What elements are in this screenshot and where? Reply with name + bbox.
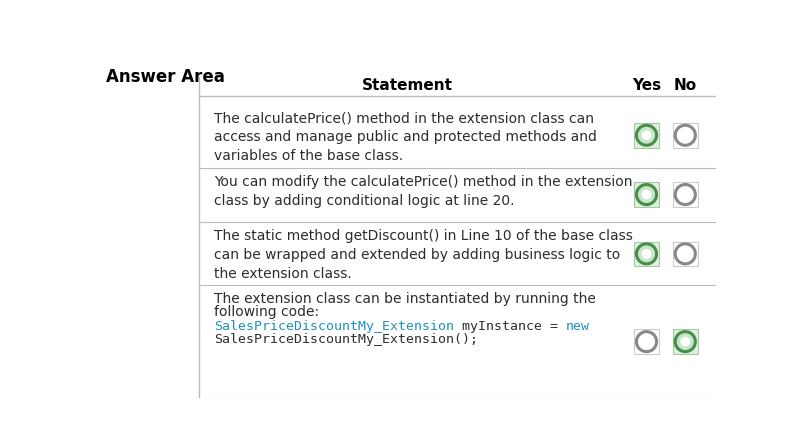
Circle shape [637, 185, 657, 205]
Circle shape [675, 332, 696, 352]
FancyBboxPatch shape [673, 329, 698, 354]
FancyBboxPatch shape [634, 182, 659, 207]
FancyBboxPatch shape [634, 329, 659, 354]
Text: Yes: Yes [632, 79, 661, 93]
Circle shape [675, 185, 696, 205]
Text: The calculatePrice() method in the extension class can
access and manage public : The calculatePrice() method in the exten… [214, 111, 597, 163]
Text: The extension class can be instantiated by running the: The extension class can be instantiated … [214, 292, 596, 306]
Text: No: No [673, 79, 697, 93]
Text: new: new [566, 320, 590, 333]
Text: Answer Area: Answer Area [106, 67, 224, 85]
Circle shape [637, 244, 657, 264]
Text: SalesPriceDiscountMy_Extension: SalesPriceDiscountMy_Extension [214, 320, 454, 333]
Circle shape [642, 249, 651, 258]
FancyBboxPatch shape [673, 123, 698, 148]
Circle shape [675, 244, 696, 264]
Text: SalesPriceDiscountMy_Extension();: SalesPriceDiscountMy_Extension(); [214, 333, 478, 346]
Text: following code:: following code: [214, 305, 320, 320]
FancyBboxPatch shape [634, 123, 659, 148]
Text: Statement: Statement [362, 79, 452, 93]
Circle shape [642, 131, 651, 139]
Circle shape [637, 332, 657, 352]
Circle shape [681, 337, 689, 346]
Text: The static method getDiscount() in Line 10 of the base class
can be wrapped and : The static method getDiscount() in Line … [214, 229, 633, 281]
Text: You can modify the calculatePrice() method in the extension
class by adding cond: You can modify the calculatePrice() meth… [214, 175, 633, 208]
FancyBboxPatch shape [673, 182, 698, 207]
Circle shape [642, 190, 651, 199]
FancyBboxPatch shape [673, 241, 698, 266]
Circle shape [675, 125, 696, 145]
Circle shape [637, 125, 657, 145]
FancyBboxPatch shape [634, 241, 659, 266]
Text: myInstance =: myInstance = [454, 320, 566, 333]
